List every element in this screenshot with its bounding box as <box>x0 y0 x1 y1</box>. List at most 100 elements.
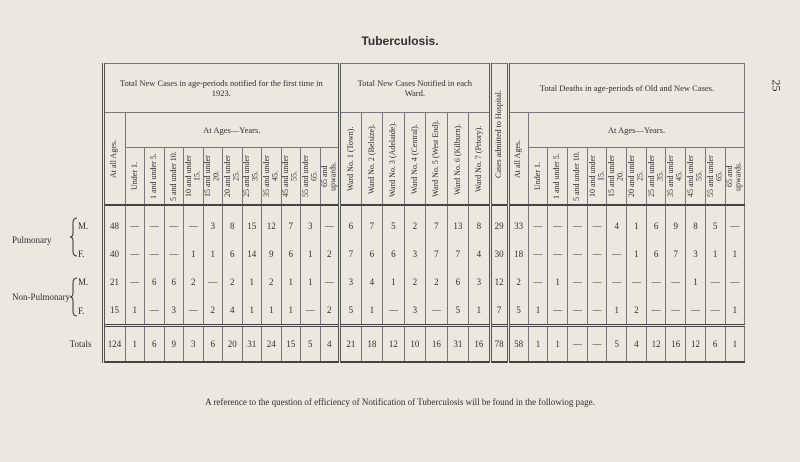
cell: 5 <box>338 296 362 326</box>
cell: 18 <box>506 240 529 268</box>
header-text: Ward No. 3 (Adelaide). <box>388 120 398 197</box>
cell: 9 <box>665 205 687 240</box>
cell: 7 <box>446 240 470 268</box>
column-header: 45 and under 55. <box>280 147 301 206</box>
header-row: Total New Cases in age-periods notified … <box>8 63 746 206</box>
cell: 3 <box>685 240 706 268</box>
header-text: Under 1. <box>129 162 139 190</box>
cell: 1 <box>280 296 301 326</box>
cell: 1 <box>124 296 145 326</box>
row-sex: F. <box>78 249 85 259</box>
column-header: Under 1. <box>124 147 145 206</box>
cell: 8 <box>222 205 243 240</box>
cell: — <box>547 296 569 326</box>
row-sex: M. <box>78 220 89 231</box>
cell: 7 <box>280 205 301 240</box>
header-text: 65 and upwards. <box>320 161 338 191</box>
column-header: 1 and under 5. <box>547 147 569 206</box>
cell: 4 <box>222 296 243 326</box>
cell: — <box>586 268 608 296</box>
cell: 15 <box>280 324 301 363</box>
cell: 6 <box>144 324 165 363</box>
header-text: 55 and under 65. <box>300 155 319 197</box>
column-header: 10 and under 15. <box>586 147 608 206</box>
cell: — <box>685 296 706 326</box>
cell: 1 <box>261 296 282 326</box>
group-header: Total Deaths in age-periods of Old and N… <box>506 63 746 113</box>
cell: 4 <box>626 324 647 363</box>
column-header: 25 and under 35. <box>241 147 262 206</box>
page-number: 25 <box>769 79 784 92</box>
cell: 12 <box>645 324 667 363</box>
cell: 1 <box>300 240 321 268</box>
column-header: Ward No. 7 (Priory). <box>468 112 491 206</box>
cell: 6 <box>446 268 470 296</box>
cell: 124 <box>101 324 126 363</box>
totals-label: Totals <box>69 338 92 349</box>
subheader: At Ages—Years. <box>527 112 746 148</box>
cell: 31 <box>241 324 262 363</box>
cell: 2 <box>222 268 243 296</box>
header-text: Ward No. 6 (Kilburn). <box>452 122 462 195</box>
totals-row: Totals 124 1 6 9 3 6 20 31 24 15 5 4 21 18 12 10 16 31 16 78… <box>8 324 746 363</box>
cell: 1 <box>704 240 726 268</box>
cell: 2 <box>425 268 448 296</box>
cell: 2 <box>403 268 427 296</box>
cell: — <box>567 324 588 363</box>
cell: 14 <box>241 240 262 268</box>
header-text: 15 and under 20. <box>203 155 221 197</box>
column-header: 55 and under 65. <box>300 147 321 206</box>
cell: 4 <box>360 268 384 296</box>
cell: — <box>704 296 726 326</box>
group-header: Total New Cases in age-periods notified … <box>101 63 341 113</box>
cell: — <box>606 268 628 296</box>
cell: 2 <box>202 296 223 326</box>
cell: 18 <box>360 324 384 363</box>
cell: 12 <box>685 324 706 363</box>
header-text: Ward No. 5 (West End). <box>431 120 441 197</box>
cell: 6 <box>222 240 243 268</box>
cell: — <box>665 268 687 296</box>
subheader: At Ages—Years. <box>124 112 341 148</box>
cell: 7 <box>665 240 687 268</box>
cell: 16 <box>468 324 491 363</box>
column-header: Under 1. <box>527 147 549 206</box>
corner <box>8 64 103 206</box>
cell: 7 <box>425 205 448 240</box>
cell: — <box>124 240 145 268</box>
cell: — <box>183 205 204 240</box>
cell: — <box>300 296 321 326</box>
cell: 1 <box>241 296 262 326</box>
cell: 6 <box>280 240 301 268</box>
cell: — <box>382 296 405 326</box>
data-row: Pulmonary M. 48— — — —3 8 15 12 7 3—6 7 5 2 7 13 8 29 33— —… <box>8 205 746 256</box>
column-header: Ward No. 5 (West End). <box>425 112 448 206</box>
cell: — <box>527 205 549 240</box>
cell: — <box>586 240 608 268</box>
cell: 2 <box>261 268 282 296</box>
cell: 3 <box>300 205 321 240</box>
header-text: 35 and under 45. <box>261 155 280 197</box>
cell: 1 <box>724 240 746 268</box>
cell: 4 <box>606 205 628 240</box>
cell: 6 <box>704 324 726 363</box>
column-header: 35 and under 45. <box>665 147 687 206</box>
row-sex: F. <box>78 305 85 316</box>
cell: 3 <box>202 205 223 240</box>
cell: 6 <box>382 240 405 268</box>
header-text: Under 1. <box>532 162 542 190</box>
header-text: 1 and under 5. <box>149 153 158 199</box>
cell: — <box>319 268 341 296</box>
cell: 3 <box>403 240 427 268</box>
cell: 1 <box>124 324 145 363</box>
header-text: 15 and under 20. <box>607 155 625 197</box>
group-header: Total New Cases Notified in each Ward. <box>338 63 491 113</box>
cell: 1 <box>202 240 223 268</box>
cell: 12 <box>261 205 282 240</box>
cell: 12 <box>488 268 509 296</box>
header-text: 5 and under 10. <box>572 151 582 201</box>
cell: 1 <box>280 268 301 296</box>
cell: 3 <box>403 296 427 326</box>
cell: 30 <box>488 240 509 268</box>
cell: — <box>144 240 165 268</box>
